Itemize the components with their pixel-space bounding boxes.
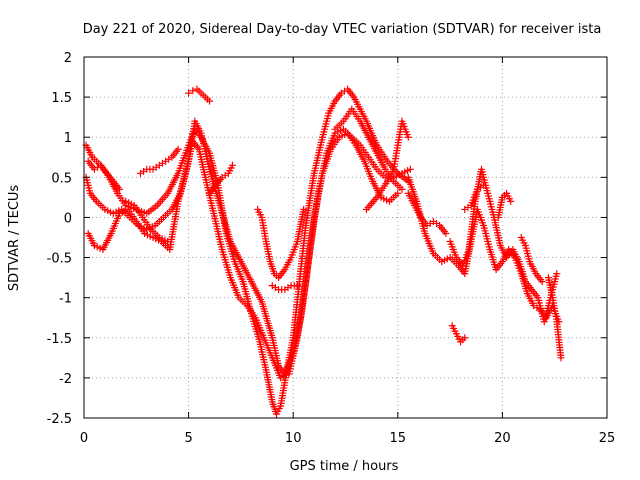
y-tick-label: 1.5 bbox=[51, 91, 72, 106]
data-point bbox=[164, 238, 172, 246]
y-tick-label: -2.5 bbox=[47, 412, 72, 427]
data-point bbox=[189, 87, 197, 95]
y-tick-label: 0 bbox=[64, 211, 72, 226]
data-point bbox=[398, 185, 406, 193]
y-tick-label: -0.5 bbox=[47, 252, 72, 267]
plot-frame bbox=[83, 56, 608, 419]
y-axis-label: SDTVAR / TECUs bbox=[7, 185, 22, 292]
data-point bbox=[406, 165, 414, 173]
y-tick-label: 1 bbox=[64, 131, 72, 146]
x-tick-label: 10 bbox=[285, 431, 302, 446]
y-tick-label: -1.5 bbox=[47, 332, 72, 347]
data-point bbox=[480, 181, 488, 189]
data-point bbox=[185, 89, 193, 97]
data-point bbox=[293, 282, 301, 290]
data-point bbox=[206, 97, 214, 105]
data-point bbox=[538, 278, 546, 286]
y-tick-label: 2 bbox=[64, 51, 72, 66]
data-point bbox=[507, 197, 515, 205]
data-point bbox=[229, 161, 237, 169]
chart-title: Day 221 of 2020, Sidereal Day-to-day VTE… bbox=[83, 22, 602, 37]
axis-ticks: 0 5 10 15 20 25 -2.5 -2 -1.5 -1 -0.5 0 0.5 1 1.5 2 bbox=[47, 51, 616, 446]
data-point bbox=[116, 185, 124, 193]
data-point bbox=[557, 354, 565, 362]
data-point bbox=[442, 229, 450, 237]
x-axis-label: GPS time / hours bbox=[290, 459, 399, 474]
x-tick-label: 15 bbox=[390, 431, 407, 446]
data-point bbox=[394, 189, 402, 197]
y-tick-label: 0.5 bbox=[51, 171, 72, 186]
data-point bbox=[553, 270, 561, 278]
y-tick-label: -1 bbox=[59, 292, 72, 307]
y-tick-label: -2 bbox=[59, 372, 72, 387]
x-tick-label: 20 bbox=[494, 431, 511, 446]
data-point bbox=[300, 205, 308, 213]
data-point bbox=[174, 145, 182, 153]
data-point bbox=[461, 334, 469, 342]
data-points bbox=[82, 85, 565, 418]
x-tick-label: 25 bbox=[599, 431, 616, 446]
x-tick-label: 5 bbox=[184, 431, 192, 446]
data-point bbox=[404, 133, 412, 141]
x-tick-label: 0 bbox=[80, 431, 88, 446]
